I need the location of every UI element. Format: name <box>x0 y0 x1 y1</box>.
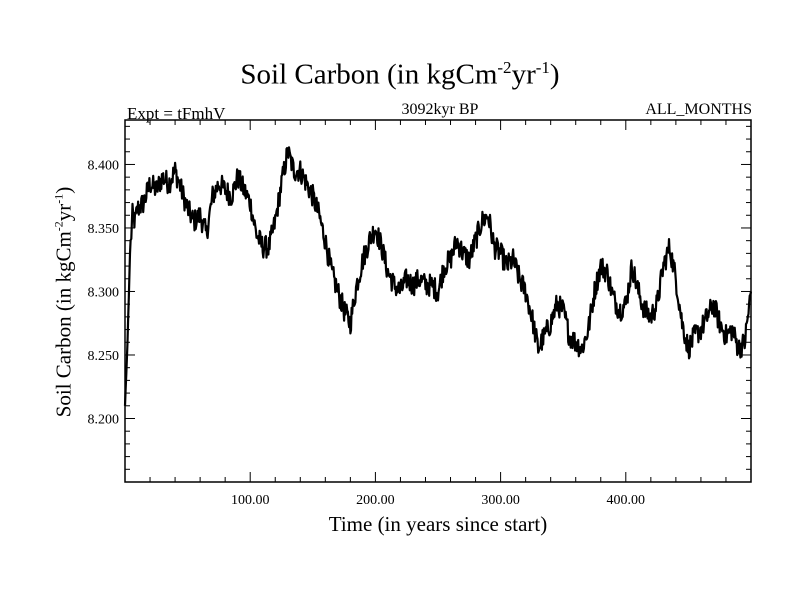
x-tick-label: 300.00 <box>481 493 520 508</box>
series-line-soil-carbon <box>123 146 753 406</box>
y-tick-label: 8.400 <box>88 158 120 173</box>
months-label: ALL_MONTHS <box>645 101 752 118</box>
y-tick-label: 8.250 <box>88 349 120 364</box>
x-tick-label: 400.00 <box>607 493 646 508</box>
axis-ticks <box>124 120 752 483</box>
plot-frame <box>124 119 752 483</box>
x-tick-label: 100.00 <box>231 493 270 508</box>
y-tick-label: 8.300 <box>88 285 120 300</box>
axis-tick-labels: 100.00 200.00 300.00 400.00 8.200 8.250 8.300 8… <box>88 158 646 508</box>
experiment-label: Expt = tFmhV <box>127 104 226 123</box>
x-tick-label: 200.00 <box>356 493 395 508</box>
y-tick-label: 8.200 <box>88 412 120 427</box>
y-tick-label: 8.350 <box>88 222 120 237</box>
chart-title: Soil Carbon (in kgCm-2yr-1) <box>240 58 560 91</box>
y-axis-label: Soil Carbon (in kgCm-2yr-1) <box>51 186 76 418</box>
x-axis-label: Time (in years since start) <box>328 512 548 536</box>
period-label: 3092kyr BP <box>401 101 479 118</box>
